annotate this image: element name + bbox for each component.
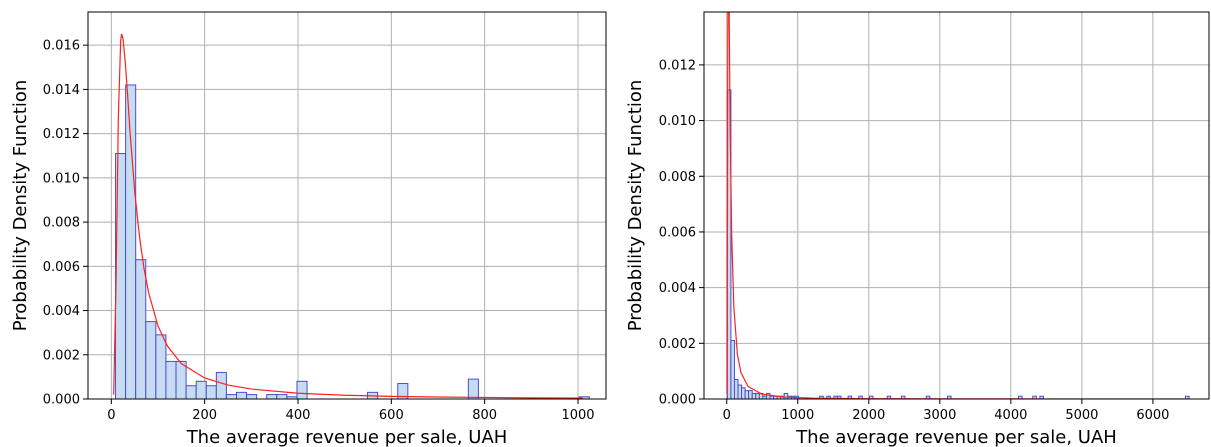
histogram-bar (175, 360, 187, 399)
histogram-bar (744, 390, 750, 399)
histogram-bar (195, 380, 207, 399)
histogram-bar (266, 394, 278, 399)
histogram-bar (225, 394, 237, 399)
histogram-bar (755, 392, 760, 399)
x-tick-label: 800 (472, 408, 497, 423)
x-tick-label: 1000 (561, 408, 594, 423)
plot-frame (87, 11, 607, 400)
histogram-bar (205, 385, 217, 399)
x-axis-label: The average revenue per sale, UAH (186, 427, 508, 447)
x-tick-label: 400 (286, 408, 311, 423)
y-tick-label: 0.000 (659, 393, 696, 408)
histogram-bar (737, 384, 743, 399)
histogram-bar (296, 380, 308, 399)
x-tick-label: 1000 (781, 408, 814, 423)
x-tick-label: 200 (192, 408, 217, 423)
x-axis-label: The average revenue per sale, UAH (795, 427, 1117, 447)
histogram-bar (467, 378, 479, 399)
y-tick-label: 0.014 (43, 83, 80, 98)
histogram-bar (246, 394, 258, 399)
y-axis-label: Probability Density Function (10, 80, 31, 332)
pdf-curve (726, 12, 1189, 399)
histogram-bar (235, 391, 248, 399)
y-tick-label: 0.012 (659, 58, 696, 73)
x-tick-label: 3000 (923, 408, 956, 423)
x-tick-label: 0 (107, 408, 115, 423)
x-tick-label: 5000 (1065, 408, 1098, 423)
x-tick-label: 0 (723, 408, 731, 423)
x-tick-label: 2000 (852, 408, 885, 423)
histogram-bar (748, 390, 753, 399)
y-tick-label: 0.016 (43, 39, 80, 54)
histogram-bar (135, 259, 147, 399)
y-tick-label: 0.000 (43, 393, 80, 408)
plot-frame (703, 11, 1210, 400)
y-tick-label: 0.010 (659, 114, 696, 129)
histogram-bar (215, 371, 227, 399)
histogram-bar (730, 340, 735, 399)
pdf-curve (113, 33, 583, 399)
histogram-bar (185, 385, 197, 399)
histogram-bar (751, 392, 757, 399)
histogram-bar (165, 360, 177, 399)
x-tick-label: 6000 (1136, 408, 1169, 423)
y-tick-label: 0.004 (659, 281, 696, 296)
histogram-bar (155, 334, 167, 399)
histogram-bar (733, 379, 739, 399)
y-tick-label: 0.002 (659, 337, 696, 352)
y-tick-label: 0.004 (43, 304, 80, 319)
right-histogram-chart: 0 1000 2000 3000 4000 5000 6000 0.000 0.002 0.004… (625, 11, 1210, 447)
histogram-bar (276, 394, 288, 399)
x-tick-label: 600 (379, 408, 404, 423)
y-tick-label: 0.010 (43, 171, 80, 186)
histogram-bar (145, 321, 157, 399)
x-tick-label: 4000 (994, 408, 1027, 423)
y-tick-label: 0.006 (43, 260, 80, 275)
histogram-bar (741, 387, 746, 399)
y-tick-label: 0.008 (43, 216, 80, 231)
histogram-bar (783, 392, 789, 399)
y-axis-label: Probability Density Function (625, 80, 646, 332)
y-tick-label: 0.002 (43, 348, 80, 363)
histogram-bar (125, 84, 137, 399)
y-tick-label: 0.008 (659, 170, 696, 185)
y-tick-label: 0.006 (659, 225, 696, 240)
histogram-bar (765, 392, 771, 399)
left-histogram-chart: 0 200 400 600 800 1000 0.000 0.002 0.004 0.006 0.0… (10, 11, 607, 447)
y-tick-label: 0.012 (43, 127, 80, 142)
